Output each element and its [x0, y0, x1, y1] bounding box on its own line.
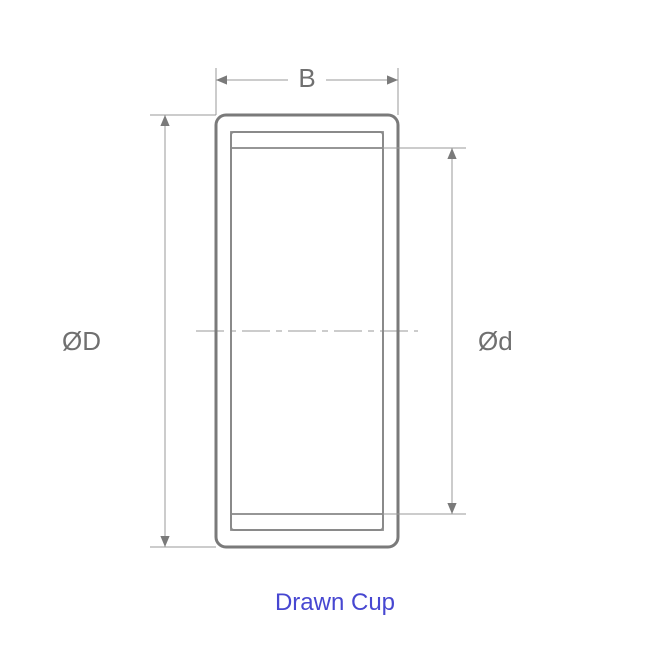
label-outer-diameter: ØD	[62, 326, 101, 356]
label-inner-diameter: Ød	[478, 326, 513, 356]
figure-caption: Drawn Cup	[275, 589, 395, 616]
label-b: B	[298, 63, 315, 93]
